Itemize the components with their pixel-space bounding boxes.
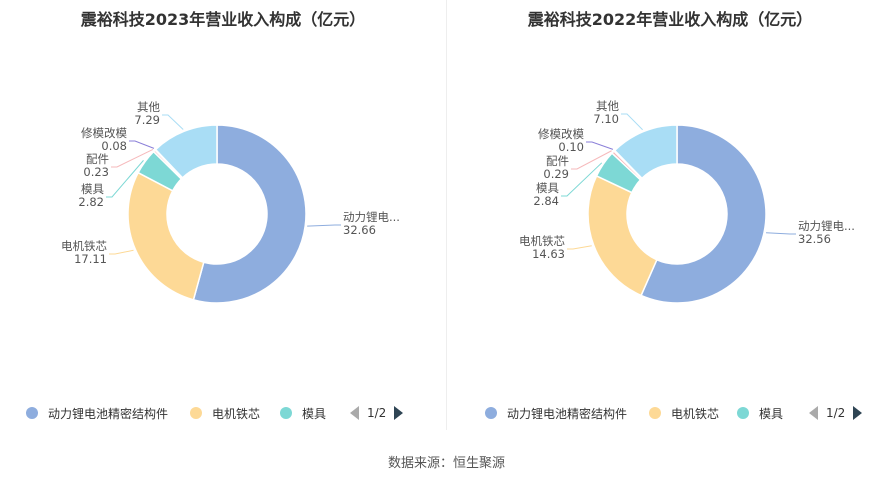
legend-dot (649, 407, 661, 419)
legend-item[interactable]: 模具 (737, 403, 783, 423)
donut-slice-5[interactable] (154, 124, 218, 179)
slice-name-label: 修模改模 (81, 126, 127, 140)
leader-line (561, 162, 603, 197)
leader-line (571, 150, 612, 170)
legend-dot (485, 407, 497, 419)
slice-name-label: 动力锂电... (343, 210, 400, 224)
slice-name-label: 模具 (536, 181, 559, 195)
slice-value-label: 0.23 (83, 165, 109, 179)
slice-value-label: 2.84 (533, 194, 559, 208)
leader-line (109, 249, 134, 255)
legend-label: 模具 (759, 406, 784, 421)
slice-value-label: 7.10 (593, 112, 619, 126)
legend: 动力锂电池精密结构件 电机铁芯 模具 1/2 (0, 403, 446, 423)
legend-label: 电机铁芯 (212, 406, 261, 421)
chart-panel-2022: 震裕科技2022年营业收入构成（亿元） 动力锂电... 32.56 电机铁芯 14.6… (447, 0, 893, 430)
chart-title: 震裕科技2023年营业收入构成（亿元） (80, 10, 366, 29)
legend-item[interactable]: 电机铁芯 (649, 403, 719, 423)
leader-line (621, 113, 643, 131)
legend: 动力锂电池精密结构件 电机铁芯 模具 1/2 (447, 403, 893, 423)
leader-line (106, 160, 144, 198)
legend-dot (280, 407, 292, 419)
pager-text: 1/2 (367, 406, 387, 420)
slice-value-label: 17.11 (74, 252, 107, 266)
slice-value-label: 0.29 (543, 167, 569, 181)
pager-prev-icon[interactable] (809, 406, 818, 420)
slice-name-label: 配件 (86, 152, 109, 166)
leader-line (129, 140, 155, 149)
donut-slice-0[interactable] (192, 124, 307, 304)
leader-line (111, 148, 154, 168)
slice-name-label: 电机铁芯 (519, 234, 565, 248)
pager-prev-icon[interactable] (350, 406, 359, 420)
slice-name-label: 其他 (596, 99, 619, 113)
pager-next-icon[interactable] (853, 406, 863, 420)
leader-line (766, 232, 796, 235)
slice-value-label: 14.63 (532, 247, 565, 261)
chart-title: 震裕科技2022年营业收入构成（亿元） (527, 10, 813, 29)
slice-value-label: 0.08 (101, 139, 127, 153)
slice-name-label: 电机铁芯 (61, 239, 107, 253)
leader-line (162, 114, 184, 130)
legend-item[interactable]: 动力锂电池精密结构件 (485, 403, 627, 423)
donut-slice-5[interactable] (613, 124, 678, 180)
legend-dot (26, 407, 38, 419)
slice-name-label: 修模改模 (538, 127, 584, 141)
donut-slice-1[interactable] (127, 171, 205, 301)
slice-value-label: 32.56 (798, 232, 831, 246)
data-source: 数据来源：恒生聚源 (387, 456, 505, 471)
slice-name-label: 其他 (137, 100, 160, 114)
slice-value-label: 2.82 (78, 195, 104, 209)
legend-dot (190, 407, 202, 419)
pager-text: 1/2 (826, 406, 846, 420)
pager-next-icon[interactable] (394, 406, 404, 420)
leader-line (567, 245, 592, 250)
donut-slice-0[interactable] (640, 124, 767, 304)
slice-name-label: 配件 (546, 154, 569, 168)
legend-pager: 1/2 (350, 403, 404, 423)
slice-value-label: 0.10 (558, 140, 584, 154)
donut-slice-1[interactable] (587, 174, 658, 297)
slice-value-label: 32.66 (343, 223, 376, 237)
legend-label: 模具 (302, 406, 327, 421)
legend-item[interactable]: 动力锂电池精密结构件 (26, 403, 168, 423)
leader-line (586, 141, 614, 150)
legend-item[interactable]: 电机铁芯 (190, 403, 260, 423)
slice-name-label: 模具 (81, 182, 104, 196)
slice-name-label: 动力锂电... (798, 219, 855, 233)
legend-item[interactable]: 模具 (280, 403, 326, 423)
leader-line (307, 224, 341, 227)
legend-dot (737, 407, 749, 419)
chart-panel-2023: 震裕科技2023年营业收入构成（亿元） 动力锂电... 32.66 电机铁芯 17.1… (0, 0, 446, 430)
legend-label: 电机铁芯 (671, 406, 720, 421)
legend-label: 动力锂电池精密结构件 (48, 406, 169, 421)
slice-value-label: 7.29 (134, 113, 160, 127)
legend-label: 动力锂电池精密结构件 (507, 406, 628, 421)
legend-pager: 1/2 (809, 403, 863, 423)
panel-divider (446, 0, 447, 430)
